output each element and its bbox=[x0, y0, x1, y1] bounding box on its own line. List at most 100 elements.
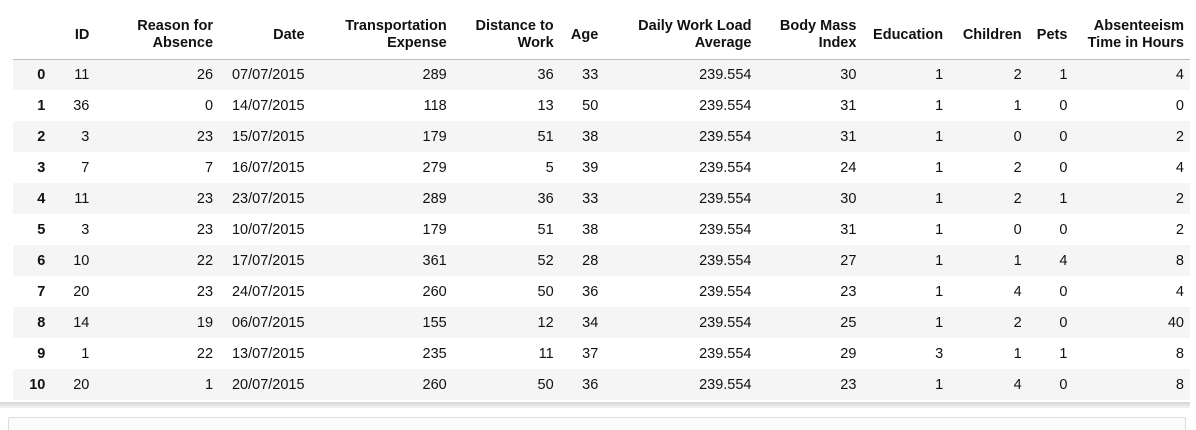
table-cell: 27 bbox=[840, 252, 857, 269]
table-cell: 4 bbox=[1175, 66, 1184, 83]
table-cell: 1 bbox=[1059, 66, 1068, 83]
table-cell: 4 bbox=[1059, 252, 1068, 269]
table-cell: 118 bbox=[423, 97, 447, 114]
column-header: Pets bbox=[1027, 12, 1074, 60]
table-cell: 2 bbox=[1175, 190, 1184, 207]
table-cell: 239.554 bbox=[699, 252, 752, 269]
table-cell: 4 bbox=[1175, 283, 1184, 300]
table-cell: 4 bbox=[1013, 376, 1022, 393]
table-cell: 239.554 bbox=[699, 66, 752, 83]
table-cell: 3 bbox=[81, 221, 90, 238]
table-cell: 1 bbox=[935, 97, 944, 114]
table-cell: 14 bbox=[73, 314, 90, 331]
column-header: Transportation Expense bbox=[310, 12, 453, 60]
table-cell: 23 bbox=[196, 128, 214, 145]
table-cell: 1 bbox=[935, 252, 944, 269]
table-cell: 179 bbox=[422, 128, 447, 145]
row-index: 9 bbox=[37, 345, 46, 362]
table-cell: 239.554 bbox=[699, 159, 752, 176]
row-index: 10 bbox=[29, 376, 46, 393]
table-cell: 2 bbox=[1013, 66, 1022, 83]
table-cell: 0 bbox=[1013, 128, 1022, 145]
table-cell: 1 bbox=[935, 376, 944, 393]
table-cell: 2 bbox=[1175, 128, 1184, 145]
table-cell: 0 bbox=[204, 97, 214, 114]
table-cell: 4 bbox=[1175, 159, 1184, 176]
table-cell: 40 bbox=[1167, 314, 1184, 331]
table-cell: 12 bbox=[537, 314, 554, 331]
table-cell: 33 bbox=[582, 190, 599, 207]
table-row: 1 36 0 14/07/2015 118 13 50 239.554 31 1 1 0 0 bbox=[13, 90, 1190, 121]
table-cell: 07/07/2015 bbox=[231, 66, 305, 83]
column-header: Date bbox=[219, 12, 311, 60]
row-index: 4 bbox=[37, 190, 46, 207]
column-header-label: Transportation bbox=[345, 18, 447, 35]
table-row: 10 20 1 20/07/2015 260 50 36 239.554 23 1 4 0 8 bbox=[13, 369, 1190, 400]
table-cell: 0 bbox=[1059, 314, 1068, 331]
table-cell: 23/07/2015 bbox=[231, 190, 305, 207]
column-header-label: Pets bbox=[1036, 26, 1068, 43]
column-header: Education bbox=[862, 12, 950, 60]
table-cell: 50 bbox=[582, 97, 599, 114]
table-cell: 1 bbox=[935, 159, 944, 176]
table-row: 7 20 23 24/07/2015 260 50 36 239.554 23 1 4 0 4 bbox=[13, 276, 1190, 307]
table-row: 5 3 23 10/07/2015 179 51 38 239.554 31 1 0 0 2 bbox=[13, 214, 1190, 245]
column-header-label: Reason for bbox=[137, 18, 214, 35]
table-cell: 260 bbox=[422, 283, 447, 300]
table-cell: 8 bbox=[1175, 376, 1184, 393]
table-cell: 51 bbox=[537, 221, 554, 238]
table-cell: 260 bbox=[422, 376, 447, 393]
table-cell: 31 bbox=[840, 221, 857, 238]
column-header: ID bbox=[51, 12, 96, 60]
table-cell: 1 bbox=[935, 221, 944, 238]
column-header: Daily Work Load Average bbox=[604, 12, 758, 60]
column-header-label: Absenteeism bbox=[1093, 18, 1184, 35]
table-cell: 2 bbox=[1013, 159, 1022, 176]
table-cell: 1 bbox=[1013, 252, 1022, 269]
table-cell: 239.554 bbox=[699, 345, 752, 362]
table-cell: 7 bbox=[204, 159, 214, 176]
table-cell: 0 bbox=[1175, 97, 1184, 114]
column-header-label: Time in Hours bbox=[1087, 35, 1184, 52]
table-cell: 24/07/2015 bbox=[231, 283, 305, 300]
row-index: 6 bbox=[37, 252, 46, 269]
row-index: 2 bbox=[37, 128, 46, 145]
table-cell: 1 bbox=[935, 314, 944, 331]
column-header-label: Age bbox=[570, 26, 599, 43]
table-cell: 23 bbox=[840, 283, 857, 300]
next-notebook-cell[interactable] bbox=[8, 417, 1186, 430]
table-cell: 239.554 bbox=[699, 283, 752, 300]
table-cell: 0 bbox=[1059, 221, 1068, 238]
table-cell: 289 bbox=[422, 190, 447, 207]
table-cell: 23 bbox=[196, 190, 214, 207]
column-header-label: Daily Work Load bbox=[638, 18, 752, 35]
table-cell: 20 bbox=[73, 283, 90, 300]
row-index: 7 bbox=[37, 283, 46, 300]
table-cell: 11 bbox=[74, 66, 90, 83]
table-cell: 2 bbox=[1175, 221, 1184, 238]
table-cell: 239.554 bbox=[699, 128, 752, 145]
column-header-label: Work bbox=[517, 35, 554, 52]
table-cell: 26 bbox=[196, 66, 214, 83]
column-header: Body Mass Index bbox=[757, 12, 863, 60]
table-cell: 239.554 bbox=[699, 190, 752, 207]
table-cell: 1 bbox=[935, 190, 944, 207]
table-cell: 1 bbox=[935, 128, 944, 145]
table-cell: 1 bbox=[1013, 97, 1022, 114]
table-cell: 38 bbox=[582, 128, 599, 145]
table-cell: 2 bbox=[1013, 190, 1022, 207]
table-cell: 22 bbox=[196, 345, 214, 362]
column-header-label: Distance to bbox=[475, 18, 554, 35]
table-row: 0 11 26 07/07/2015 289 36 33 239.554 30 1 2 1 4 bbox=[13, 59, 1190, 90]
table-cell: 15/07/2015 bbox=[231, 128, 305, 145]
table-cell: 36 bbox=[73, 97, 90, 114]
table-cell: 20/07/2015 bbox=[231, 376, 305, 393]
table-cell: 1 bbox=[1059, 190, 1068, 207]
column-header: Distance to Work bbox=[452, 12, 560, 60]
table-cell: 1 bbox=[81, 345, 90, 362]
table-cell: 1 bbox=[935, 66, 944, 83]
row-index: 5 bbox=[37, 221, 46, 238]
table-cell: 31 bbox=[840, 128, 857, 145]
table-cell: 36 bbox=[537, 190, 554, 207]
notebook-output-area: ID Reason for Absence Date Transportation Exp… bbox=[13, 12, 1190, 400]
